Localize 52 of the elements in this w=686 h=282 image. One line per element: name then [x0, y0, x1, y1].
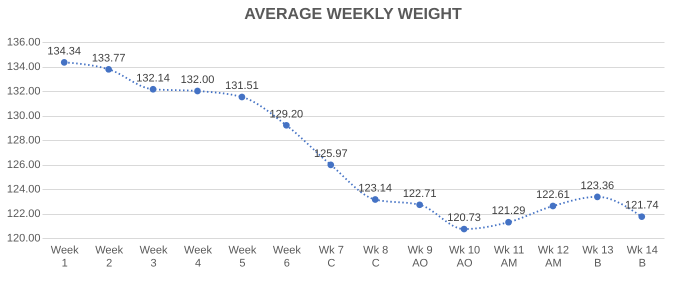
data-label: 134.34 [47, 45, 82, 58]
y-tick-label: 124.00 [6, 184, 40, 196]
point [150, 86, 156, 93]
x-tick-label: Wk 9 AO [408, 244, 433, 270]
x-tick-label: Week 6 [272, 244, 302, 270]
x-tick-label: Week 1 [50, 244, 80, 270]
y-tick-label: 128.00 [6, 134, 40, 146]
y-tick-label: 122.00 [6, 208, 40, 220]
data-label: 132.00 [180, 74, 214, 86]
point [194, 88, 201, 94]
point [550, 202, 556, 210]
data-label: 123.14 [358, 182, 392, 195]
point [416, 201, 423, 208]
y-tick-label: 130.00 [6, 110, 40, 122]
y-tick-label: 134.00 [6, 61, 40, 73]
x-tick-label: Week 5 [228, 244, 257, 270]
data-label: 122.71 [402, 188, 436, 200]
data-label: 120.73 [447, 212, 481, 224]
point [327, 162, 334, 168]
x-tick-label: Wk 12 AM [538, 244, 570, 270]
point [105, 66, 112, 73]
y-tick-label: 132.00 [6, 86, 40, 98]
data-label: 122.61 [536, 189, 570, 202]
point [283, 122, 290, 129]
x-tick-label: Wk 14 B [626, 244, 658, 270]
x-tick-label: Wk 10 AO [448, 244, 480, 270]
x-tick-label: Wk 11 AM [494, 244, 524, 270]
point [505, 218, 512, 226]
data-label: 121.74 [624, 200, 659, 212]
data-label: 129.20 [270, 108, 304, 120]
data-label: 133.77 [92, 52, 126, 64]
x-tick-label: Week 2 [95, 244, 124, 270]
x-tick-label: Wk 8 C [363, 244, 388, 270]
point [594, 193, 601, 200]
y-tick-label: 120.00 [6, 232, 40, 244]
x-tick-label: Wk 7 C [318, 244, 344, 270]
data-label: 121.29 [492, 205, 526, 218]
x-tick-label: Week 4 [184, 244, 212, 270]
data-label: 123.36 [580, 180, 614, 192]
data-label: 132.14 [136, 72, 170, 84]
y-tick-label: 136.00 [6, 36, 40, 48]
point [460, 226, 468, 232]
chart-title: AVERAGE WEEKLY WEIGHT [244, 6, 462, 23]
data-label: 131.51 [225, 80, 259, 92]
x-tick-label: Week 3 [140, 244, 168, 270]
point [372, 196, 379, 203]
x-tick-label: Wk 13 B [582, 244, 614, 270]
y-tick-label: 126.00 [6, 159, 40, 171]
point [60, 58, 68, 66]
point [238, 94, 246, 100]
point [638, 213, 646, 220]
data-label: 125.97 [314, 148, 348, 160]
